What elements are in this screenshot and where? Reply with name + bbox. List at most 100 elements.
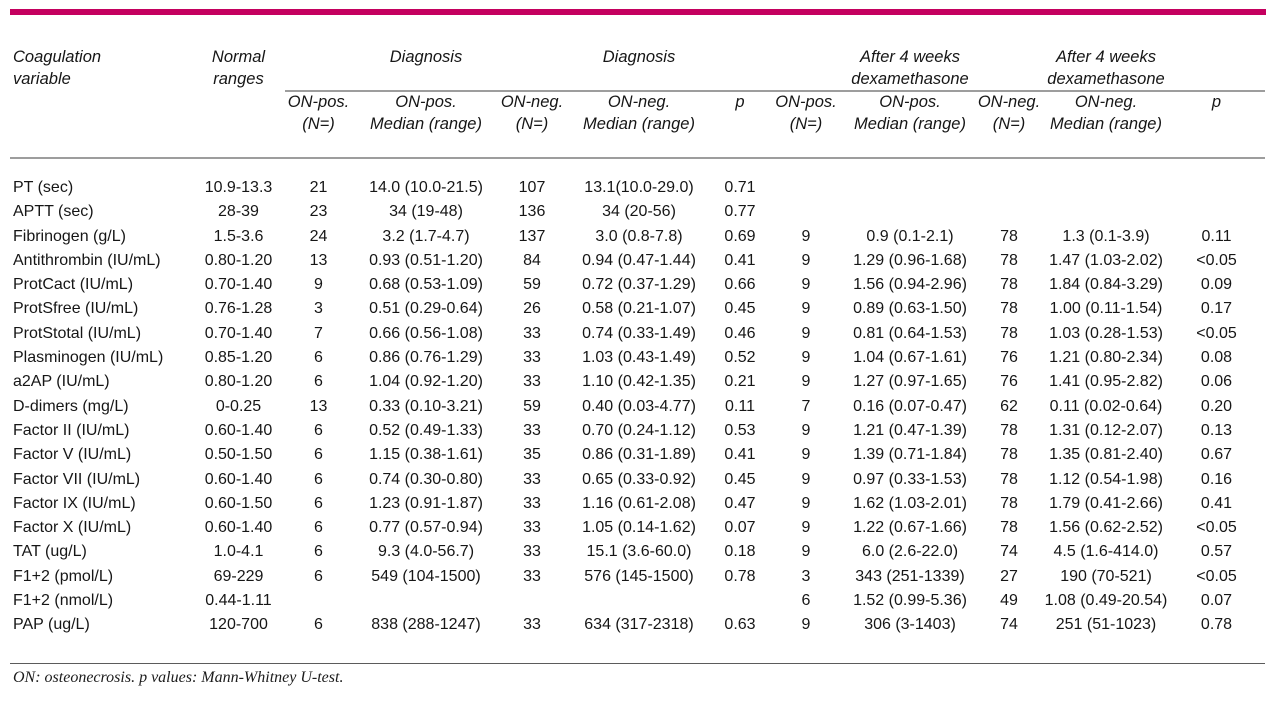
- value-cell: 0.50-1.50: [204, 446, 273, 464]
- header-line: (N=): [302, 114, 335, 133]
- value-cell: 26: [523, 300, 541, 318]
- header-line: (N=): [515, 114, 549, 133]
- header-group-diagnosis-neg: Diagnosis: [564, 47, 714, 92]
- value-cell: 6: [314, 519, 323, 537]
- subheader-dx-onpos-median: ON-pos. Median (range): [352, 91, 500, 159]
- value-cell: 1.03 (0.28-1.53): [1049, 324, 1163, 342]
- value-cell: 78: [1000, 227, 1018, 245]
- value-cell: <0.05: [1196, 251, 1237, 269]
- value-cell: 78: [1000, 324, 1018, 342]
- variable-cell: ProtCact (IU/mL): [13, 276, 134, 294]
- table-header: Coagulation variable Normal ranges Diagn…: [10, 47, 1265, 159]
- value-cell: [1168, 158, 1265, 200]
- value-cell: 838 (288-1247): [371, 616, 481, 634]
- value-cell: 0.40 (0.03-4.77): [582, 397, 696, 415]
- value-cell: 3: [314, 300, 323, 318]
- value-cell: 0.74 (0.30-0.80): [369, 470, 483, 488]
- value-cell: 0.80-1.20: [204, 373, 273, 391]
- header-line: (N=): [789, 114, 823, 133]
- value-cell: 27: [1000, 567, 1018, 585]
- value-cell: <0.05: [1196, 567, 1237, 585]
- table-row: Factor VII (IU/mL) 0.60-1.40 6 0.74 (0.30-0…: [10, 468, 1265, 492]
- value-cell: 74: [1000, 616, 1018, 634]
- table-row: a2AP (IU/mL) 0.80-1.20 6 1.04 (0.92-1.20) 33…: [10, 370, 1265, 394]
- value-cell: 0.16: [1200, 470, 1233, 488]
- value-cell: 576 (145-1500): [584, 567, 694, 585]
- value-cell: 6: [314, 494, 323, 512]
- header-line: Median (range): [370, 114, 482, 133]
- value-cell: [1044, 158, 1168, 200]
- table-row: ProtSfree (IU/mL) 0.76-1.28 3 0.51 (0.29-0.…: [10, 297, 1265, 321]
- table-row: D-dimers (mg/L) 0-0.25 13 0.33 (0.10-3.21) 5…: [10, 395, 1265, 419]
- header-line: ON-neg.: [1074, 93, 1138, 111]
- value-cell: 3: [801, 567, 811, 585]
- variable-cell: ProtSfree (IU/mL): [13, 300, 139, 318]
- value-cell: 0.41: [724, 251, 756, 269]
- variable-cell: F1+2 (pmol/L): [13, 567, 114, 585]
- header-spacer: [500, 47, 564, 92]
- header-line: ON-pos.: [395, 93, 457, 111]
- value-cell: 78: [1000, 421, 1018, 439]
- variable-cell: Factor IX (IU/mL): [13, 494, 136, 512]
- value-cell: 0.71: [724, 179, 756, 196]
- variable-cell: Antithrombin (IU/mL): [13, 251, 161, 269]
- value-cell: 76: [1000, 373, 1018, 391]
- footnote-rule: [10, 663, 1265, 664]
- value-cell: 0.72 (0.37-1.29): [582, 276, 696, 294]
- table-body: PT (sec) 10.9-13.3 21 14.0 (10.0-21.5) 107 13…: [10, 158, 1265, 638]
- header-line: Coagulation: [13, 48, 102, 66]
- value-cell: 33: [523, 543, 541, 561]
- value-cell: 9: [801, 519, 811, 537]
- header-spacer: [285, 47, 352, 92]
- value-cell: 33: [523, 373, 541, 391]
- value-cell: 0.69: [724, 227, 756, 245]
- value-cell: 1.15 (0.38-1.61): [369, 446, 483, 464]
- value-cell: 6: [314, 470, 323, 488]
- value-cell: 0.11: [725, 397, 755, 415]
- value-cell: 34 (20-56): [602, 203, 676, 221]
- value-cell: 7: [314, 324, 323, 342]
- value-cell: 78: [1000, 494, 1018, 512]
- value-cell: 0.18: [724, 543, 756, 561]
- header-line: ON-pos.: [287, 93, 350, 111]
- value-cell: 9: [801, 494, 811, 512]
- value-cell: [846, 200, 974, 224]
- variable-cell: ProtStotal (IU/mL): [13, 324, 142, 342]
- value-cell: 9: [801, 349, 811, 367]
- header-line: variable: [13, 69, 71, 88]
- value-cell: [285, 589, 352, 613]
- value-cell: 49: [1000, 592, 1018, 610]
- value-cell: 0.94 (0.47-1.44): [582, 251, 696, 269]
- header-group-dexamethasone-neg: After 4 weeks dexamethasone: [1044, 47, 1168, 92]
- value-cell: 33: [523, 470, 541, 488]
- value-cell: 1.29 (0.96-1.68): [853, 251, 967, 269]
- table-row: Plasminogen (IU/mL) 0.85-1.20 6 0.86 (0.76-…: [10, 346, 1265, 370]
- value-cell: [974, 158, 1044, 200]
- value-cell: 9.3 (4.0-56.7): [377, 543, 475, 561]
- value-cell: 0.16 (0.07-0.47): [853, 397, 967, 415]
- header-line: ON-neg.: [607, 93, 671, 111]
- header-line: p: [1211, 93, 1222, 111]
- value-cell: 120-700: [209, 616, 268, 634]
- value-cell: 0.86 (0.76-1.29): [369, 349, 483, 367]
- value-cell: 74: [1000, 543, 1018, 561]
- table-row: Factor II (IU/mL) 0.60-1.40 6 0.52 (0.49-1.…: [10, 419, 1265, 443]
- value-cell: 6: [314, 567, 323, 585]
- value-cell: [352, 589, 500, 613]
- value-cell: 0.68 (0.53-1.09): [369, 276, 483, 294]
- value-cell: 34 (19-48): [389, 203, 463, 221]
- value-cell: 0.17: [1200, 300, 1233, 318]
- value-cell: 1.12 (0.54-1.98): [1049, 470, 1163, 488]
- subheader-dx-onneg-n: ON-neg. (N=): [500, 91, 564, 159]
- variable-cell: Factor V (IU/mL): [13, 446, 132, 464]
- table-row: Antithrombin (IU/mL) 0.80-1.20 13 0.93 (0.5…: [10, 249, 1265, 273]
- header-group-dexamethasone-pos: After 4 weeks dexamethasone: [846, 47, 974, 92]
- value-cell: 0.78: [1200, 616, 1233, 634]
- table-row: ProtStotal (IU/mL) 0.70-1.40 7 0.66 (0.56-1…: [10, 322, 1265, 346]
- value-cell: 136: [518, 203, 546, 221]
- value-cell: 33: [523, 494, 541, 512]
- value-cell: 549 (104-1500): [371, 567, 481, 585]
- value-cell: 190 (70-521): [1060, 567, 1152, 585]
- variable-cell: a2AP (IU/mL): [13, 373, 110, 391]
- value-cell: 1.03 (0.43-1.49): [582, 349, 696, 367]
